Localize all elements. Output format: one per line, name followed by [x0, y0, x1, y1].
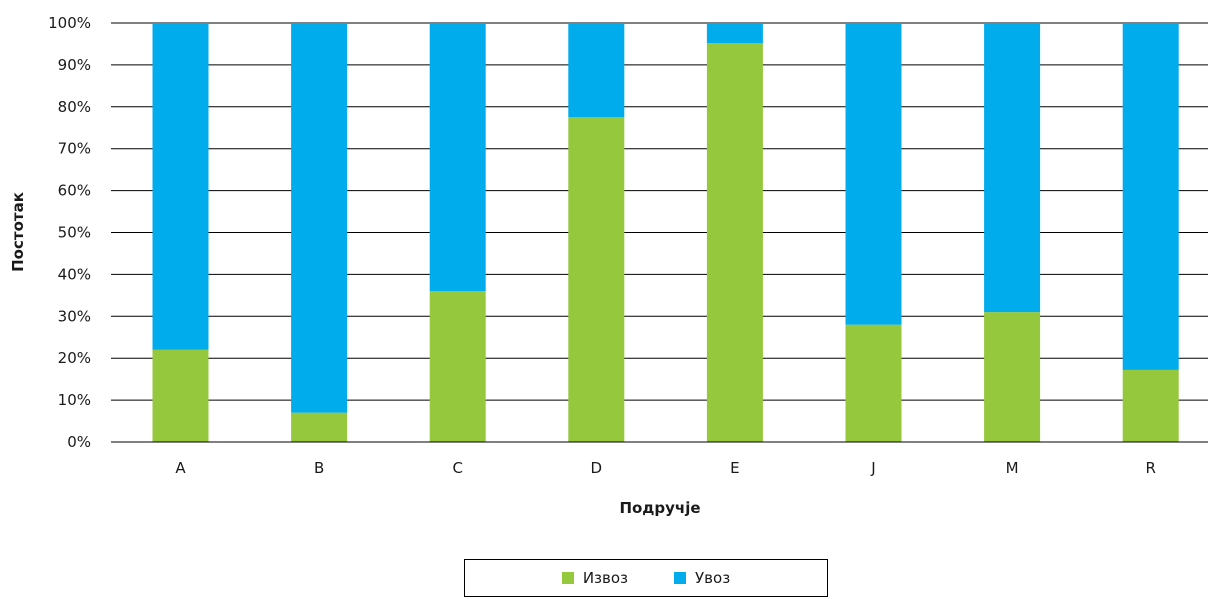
y-tick-label: 0%: [67, 433, 91, 451]
y-tick-label: 70%: [58, 140, 91, 158]
y-tick-labels: 0% 10% 20% 30% 40% 50% 60% 70% 80% 90% 100%: [48, 14, 91, 451]
bar-export-M: [984, 312, 1041, 442]
y-tick-label: 100%: [48, 14, 91, 32]
bar-import-D: [568, 23, 625, 118]
bar-export-J: [845, 324, 902, 442]
y-tick-label: 60%: [58, 182, 91, 200]
bar-export-E: [706, 43, 763, 442]
x-tick-label: R: [1145, 459, 1155, 477]
bar-import-E: [706, 23, 763, 44]
x-axis-title: Подручје: [619, 499, 700, 517]
bar-import-A: [152, 23, 209, 350]
x-tick-label: A: [175, 459, 186, 477]
x-tick-label: C: [452, 459, 462, 477]
y-tick-label: 50%: [58, 224, 91, 242]
y-tick-label: 30%: [58, 307, 91, 325]
bars: [152, 23, 1179, 443]
legend-item-import: Увоз: [674, 569, 730, 587]
legend-label-import: Увоз: [695, 569, 731, 587]
legend-label-export: Извоз: [582, 569, 629, 587]
y-axis-title: Постотак: [9, 192, 27, 272]
bar-import-M: [984, 23, 1041, 313]
legend-swatch-import: [674, 572, 687, 584]
x-tick-label: E: [730, 459, 739, 477]
y-tick-label: 20%: [58, 349, 91, 367]
bar-export-D: [568, 117, 625, 443]
bar-import-R: [1122, 23, 1179, 370]
bar-export-B: [291, 412, 348, 442]
bar-import-C: [429, 23, 486, 292]
y-tick-label: 10%: [58, 391, 91, 409]
x-tick-label: B: [314, 459, 324, 477]
y-tick-label: 90%: [58, 56, 91, 74]
x-tick-label: M: [1006, 459, 1019, 477]
legend-item-export: Извоз: [561, 569, 629, 587]
x-tick-label: D: [591, 459, 603, 477]
legend: Извоз Увоз: [464, 559, 828, 597]
gridlines: [111, 22, 1208, 443]
bar-export-C: [429, 291, 486, 442]
y-tick-label: 40%: [58, 265, 91, 283]
bar-import-J: [845, 23, 902, 325]
bar-export-R: [1122, 369, 1179, 442]
x-tick-label: J: [870, 459, 875, 477]
legend-swatch-export: [561, 572, 574, 584]
bar-import-B: [291, 23, 348, 413]
stacked-bar-chart: 0% 10% 20% 30% 40% 50% 60% 70% 80% 90% 100% A B C D E J…: [9, 14, 1208, 517]
y-tick-label: 80%: [58, 98, 91, 116]
bar-export-A: [152, 349, 209, 442]
